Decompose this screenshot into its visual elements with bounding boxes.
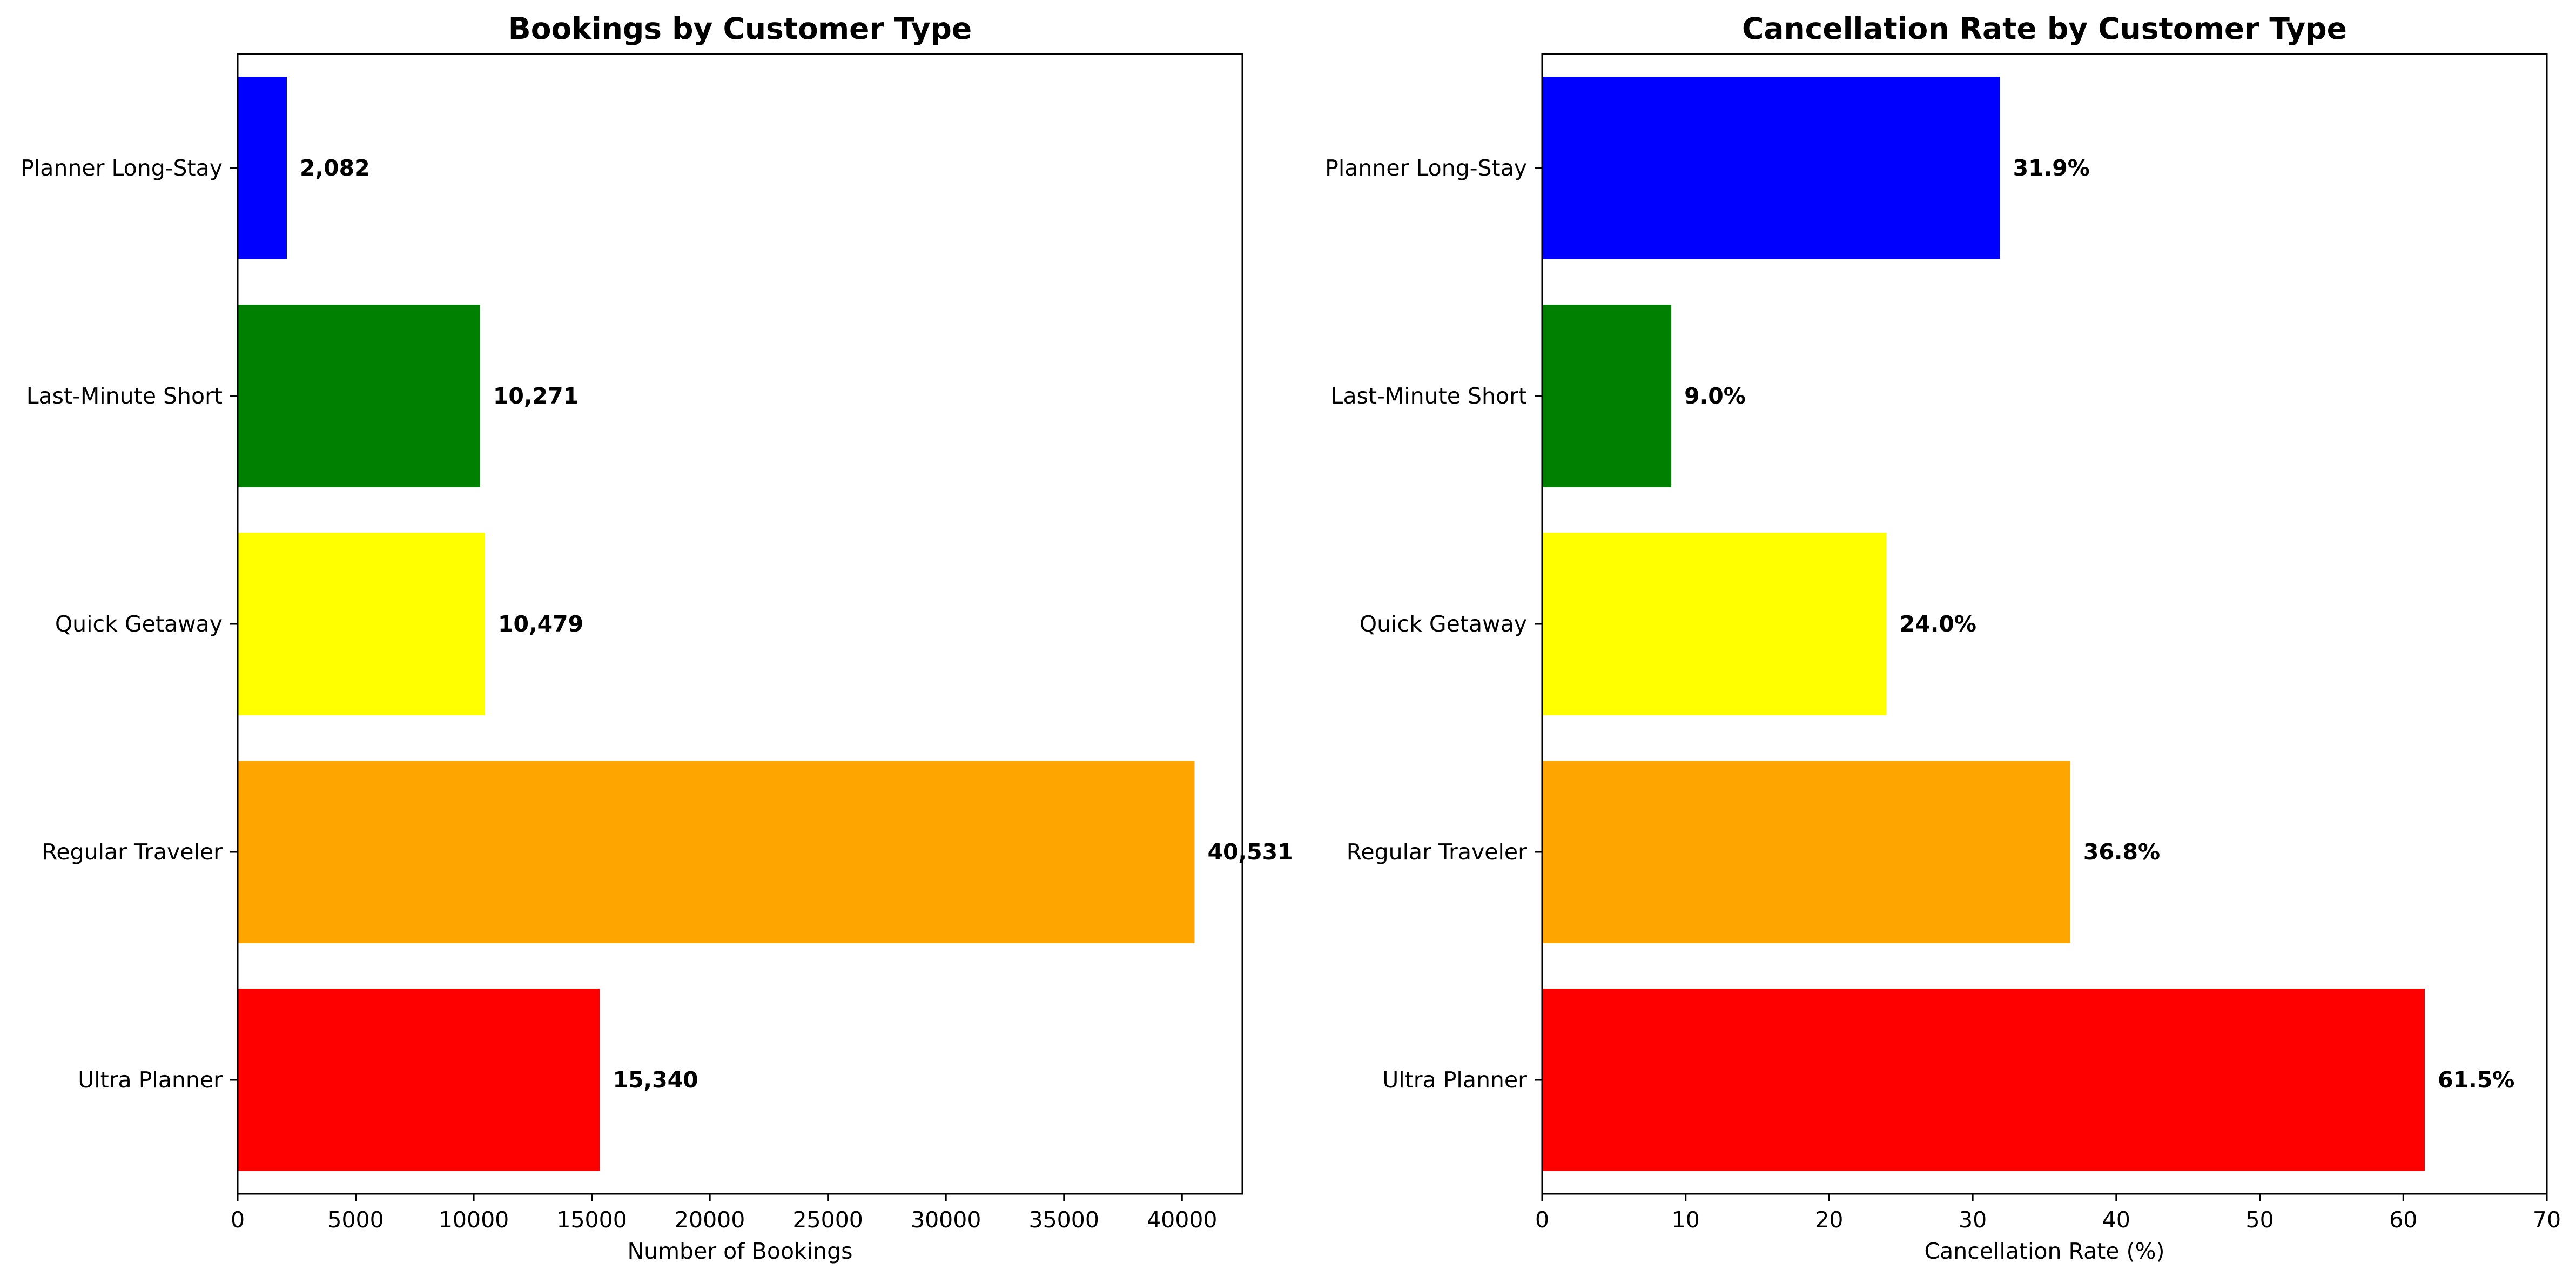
cancellation-rate-ytick-label-ultra-planner: Ultra Planner [1382,1067,1527,1093]
bookings-value-label-last-minute-short: 10,271 [493,383,579,409]
cancellation-rate-bar-planner-long-stay [1542,77,2000,259]
cancellation-rate-chart-panel: Cancellation Rate by Customer Type Planne… [1325,11,2561,1264]
cancellation-rate-xtick-label: 30 [1959,1207,1987,1233]
cancellation-rate-value-label-ultra-planner: 61.5% [2438,1067,2514,1093]
cancellation-rate-ytick-label-regular-traveler: Regular Traveler [1347,839,1527,865]
bookings-value-label-ultra-planner: 15,340 [613,1067,698,1093]
bookings-bar-last-minute-short [238,305,480,487]
bookings-xtick-label: 35000 [1029,1207,1099,1233]
cancellation-rate-xtick-label: 60 [2389,1207,2417,1233]
cancellation-rate-xtick-label: 0 [1535,1207,1549,1233]
cancellation-rate-value-label-planner-long-stay: 31.9% [2013,155,2090,181]
bookings-ytick-label-regular-traveler: Regular Traveler [42,839,223,865]
bookings-xtick-label: 25000 [792,1207,863,1233]
cancellation-rate-x-axis-label: Cancellation Rate (%) [1925,1238,2165,1264]
cancellation-rate-bar-ultra-planner [1542,989,2425,1171]
cancellation-rate-bar-last-minute-short [1542,305,1672,487]
bookings-bar-quick-getaway [238,533,486,715]
bookings-ytick-label-planner-long-stay: Planner Long-Stay [21,155,223,181]
bookings-bar-ultra-planner [238,989,600,1171]
bookings-ytick-label-last-minute-short: Last-Minute Short [26,383,223,409]
cancellation-rate-xtick-label: 40 [2102,1207,2130,1233]
cancellation-rate-value-label-quick-getaway: 24.0% [1900,611,1976,637]
bookings-axes-frame [237,53,1243,1195]
cancellation-rate-value-label-last-minute-short: 9.0% [1684,383,1746,409]
cancellation-rate-axes-frame [1541,53,2548,1195]
bookings-chart-panel: Bookings by Customer Type Planner Long-St… [21,11,1293,1264]
bookings-xtick-label: 10000 [439,1207,509,1233]
cancellation-rate-chart-title: Cancellation Rate by Customer Type [1742,11,2347,46]
bookings-x-axis-label: Number of Bookings [627,1238,852,1264]
bookings-xtick-label: 15000 [556,1207,627,1233]
bookings-value-label-planner-long-stay: 2,082 [300,155,370,181]
bookings-xtick-label: 40000 [1147,1207,1217,1233]
bookings-bar-planner-long-stay [238,77,287,259]
cancellation-rate-xtick-label: 20 [1815,1207,1843,1233]
bookings-ytick-label-quick-getaway: Quick Getaway [55,611,223,637]
bookings-value-label-regular-traveler: 40,531 [1207,839,1293,865]
cancellation-rate-bar-quick-getaway [1542,533,1887,715]
cancellation-rate-xtick-label: 10 [1672,1207,1700,1233]
bookings-xtick-label: 20000 [675,1207,745,1233]
bookings-xtick-label: 30000 [911,1207,981,1233]
bookings-bar-regular-traveler [238,761,1195,943]
bookings-ytick-label-ultra-planner: Ultra Planner [78,1067,223,1093]
bookings-chart-title: Bookings by Customer Type [508,11,972,46]
bookings-value-label-quick-getaway: 10,479 [498,611,583,637]
cancellation-rate-value-label-regular-traveler: 36.8% [2083,839,2160,865]
cancellation-rate-ytick-label-quick-getaway: Quick Getaway [1360,611,1527,637]
bookings-xtick-label: 5000 [327,1207,384,1233]
cancellation-rate-ytick-label-planner-long-stay: Planner Long-Stay [1325,155,1527,181]
cancellation-rate-ytick-label-last-minute-short: Last-Minute Short [1331,383,1527,409]
cancellation-rate-xtick-label: 70 [2533,1207,2561,1233]
cancellation-rate-xtick-label: 50 [2245,1207,2274,1233]
bookings-xtick-label: 0 [231,1207,245,1233]
cancellation-rate-bar-regular-traveler [1542,761,2070,943]
